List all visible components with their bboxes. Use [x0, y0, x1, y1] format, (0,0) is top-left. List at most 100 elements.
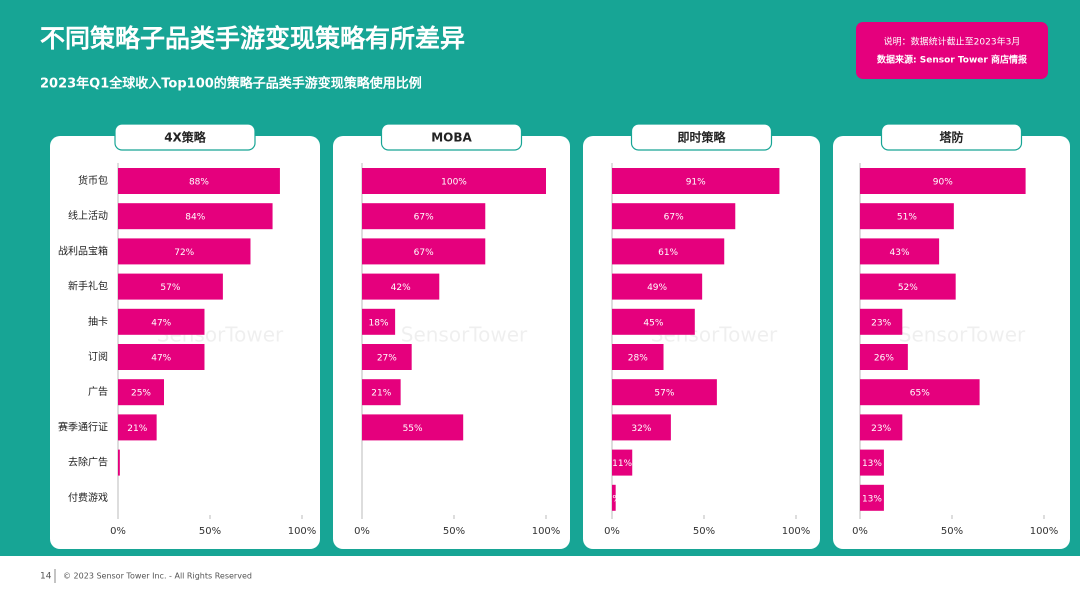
value-label: 51%	[897, 213, 917, 223]
value-label: 57%	[654, 389, 674, 399]
value-label: 67%	[414, 248, 434, 258]
value-label: 90%	[933, 178, 953, 188]
value-label: 21%	[127, 424, 147, 434]
x-tick-label: 0%	[110, 526, 126, 537]
bar	[860, 308, 903, 335]
card-title: 4X策略	[164, 130, 207, 145]
note-box	[856, 22, 1048, 79]
source: 数据来源: Sensor Tower 商店情报	[877, 54, 1027, 66]
x-tick-label: 50%	[693, 526, 715, 537]
value-label: 28%	[628, 354, 648, 364]
value-label: 13%	[862, 459, 882, 469]
bar	[118, 168, 280, 194]
watermark: SensorTower	[899, 323, 1026, 347]
value-label: 27%	[377, 354, 397, 364]
bar	[612, 484, 616, 511]
value-label: 65%	[910, 389, 930, 399]
x-tick-label: 0%	[852, 526, 868, 537]
bar	[362, 379, 401, 406]
bar	[860, 379, 980, 406]
value-label: 88%	[189, 178, 209, 188]
bar	[612, 203, 736, 230]
subtitle: 2023年Q1全球收入Top100的策略子品类手游变现策略使用比例	[40, 76, 422, 92]
value-label: 47%	[151, 318, 171, 328]
value-label: 26%	[874, 354, 894, 364]
value-label: 42%	[391, 283, 411, 293]
copyright: © 2023 Sensor Tower Inc. - All Rights Re…	[63, 572, 252, 581]
value-label: 45%	[643, 318, 663, 328]
value-label: 67%	[414, 213, 434, 223]
bar	[612, 414, 671, 441]
x-tick-label: 50%	[443, 526, 465, 537]
card-header	[380, 123, 523, 151]
card-title: 塔防	[939, 130, 963, 145]
category-label: 新手礼包	[68, 280, 108, 293]
category-label: 抽卡	[88, 315, 108, 328]
bar	[118, 414, 157, 441]
bar	[612, 168, 780, 194]
category-label: 线上活动	[68, 209, 108, 222]
card-header	[880, 123, 1023, 151]
bar	[860, 168, 1026, 194]
x-tick-label: 50%	[941, 526, 963, 537]
value-label: 72%	[174, 248, 194, 258]
page-number: 14	[40, 572, 52, 582]
bar	[860, 273, 956, 300]
bar	[860, 484, 884, 511]
x-tick-label: 100%	[532, 526, 561, 537]
bar	[860, 414, 903, 441]
bar	[362, 308, 396, 335]
value-label: 49%	[647, 283, 667, 293]
value-label: 25%	[131, 389, 151, 399]
bar	[612, 379, 717, 406]
page-title: 不同策略子品类手游变现策略有所差异	[40, 24, 465, 53]
bar	[118, 379, 164, 406]
value-label: 13%	[862, 494, 882, 504]
value-label: 55%	[403, 424, 423, 434]
footer-bar	[0, 556, 1080, 599]
x-tick-label: 0%	[354, 526, 370, 537]
bar	[362, 168, 546, 194]
value-label: 52%	[898, 283, 918, 293]
card-title: 即时策略	[677, 130, 726, 145]
card-header	[114, 123, 256, 151]
value-label: 100%	[441, 178, 467, 188]
bar	[118, 203, 273, 230]
value-label: 2%	[607, 494, 622, 504]
note: 说明：数据统计截止至2023年3月	[884, 36, 1021, 48]
bar	[860, 203, 954, 230]
x-tick-label: 0%	[604, 526, 620, 537]
bar	[612, 449, 633, 476]
value-label: 18%	[369, 318, 389, 328]
x-tick-label: 100%	[288, 526, 317, 537]
bar	[860, 449, 884, 476]
category-label: 付费游戏	[68, 491, 108, 504]
bar	[612, 308, 695, 335]
bar	[612, 344, 664, 370]
category-label: 广告	[88, 385, 108, 398]
category-label: 去除广告	[68, 456, 108, 469]
value-label: 11%	[612, 459, 632, 469]
value-label: 91%	[686, 178, 706, 188]
card-title: MOBA	[431, 131, 472, 145]
category-label: 赛季通行证	[58, 420, 108, 433]
value-label: 43%	[890, 248, 910, 258]
bar	[118, 449, 120, 476]
value-label: 23%	[871, 424, 891, 434]
bar	[362, 238, 486, 265]
value-label: 47%	[151, 354, 171, 364]
bar	[860, 344, 908, 370]
category-label: 货币包	[78, 174, 108, 187]
card-header	[630, 123, 773, 151]
value-label: 67%	[664, 213, 684, 223]
value-label: 21%	[371, 389, 391, 399]
bar	[362, 273, 440, 300]
bar	[362, 344, 412, 370]
bar	[118, 308, 205, 335]
value-label: 84%	[185, 213, 205, 223]
value-label: 32%	[631, 424, 651, 434]
x-tick-label: 100%	[1030, 526, 1059, 537]
bar	[118, 273, 223, 300]
